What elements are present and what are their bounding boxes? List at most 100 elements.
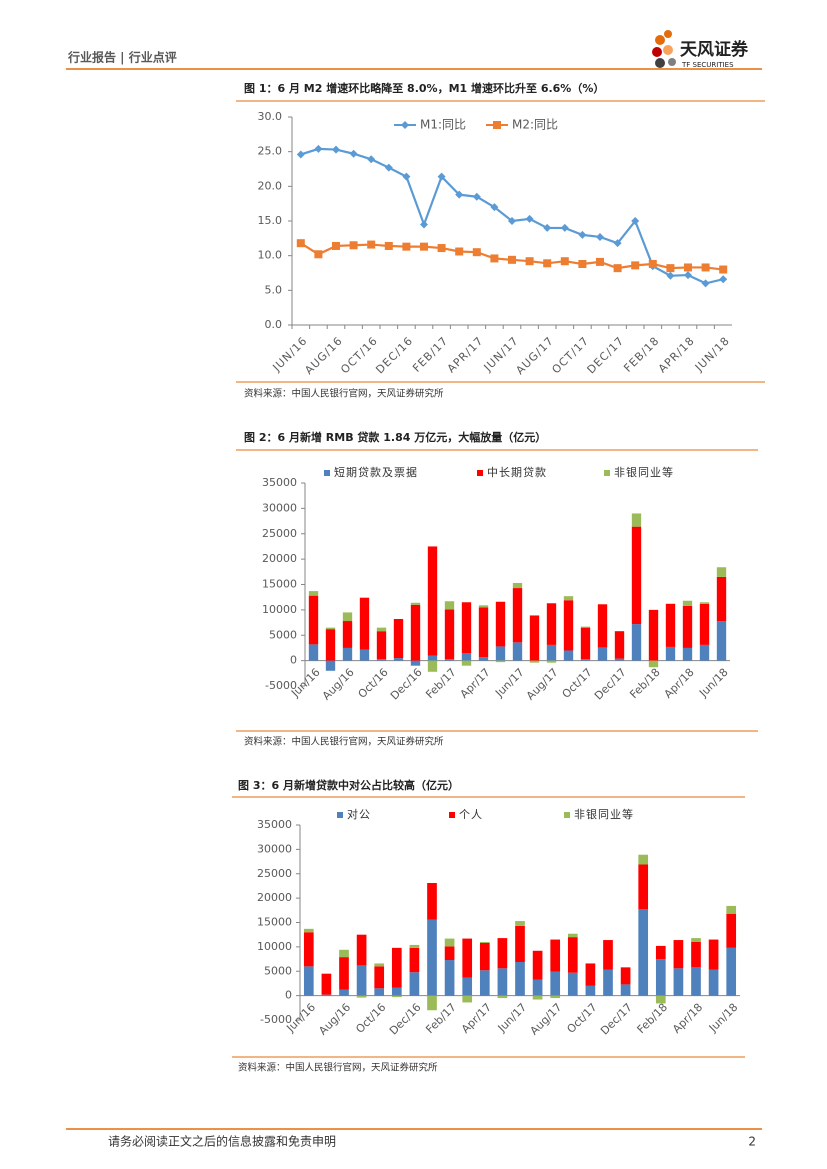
legend-swatch	[337, 812, 343, 818]
point	[437, 172, 446, 181]
header-section: 行业报告 | 行业点评	[67, 50, 177, 65]
bar-segment	[303, 932, 314, 967]
bar-segment	[515, 961, 525, 996]
bar-segment	[585, 985, 596, 996]
x-tick-label: Oct/16	[353, 1001, 388, 1036]
bar-segment	[638, 864, 649, 910]
bar-segment	[427, 546, 438, 656]
bar-segment	[550, 971, 561, 996]
bar-segment	[342, 647, 353, 661]
x-tick-label: FEB/17	[410, 334, 451, 375]
point	[367, 155, 376, 164]
bar-segment	[444, 609, 455, 660]
y-tick-label: 20000	[262, 552, 297, 565]
bar-segment	[308, 644, 319, 661]
y-tick-label: 35000	[262, 476, 297, 489]
bar-segment	[532, 995, 543, 1000]
bar-segment	[515, 925, 525, 962]
point	[596, 232, 604, 241]
x-tick-label: Jun/18	[706, 1001, 741, 1036]
point	[701, 263, 710, 272]
bar-segment	[479, 970, 490, 996]
bar-segment	[673, 968, 684, 996]
bar-segment	[325, 627, 336, 630]
bar-segment	[497, 938, 508, 969]
bar-segment	[512, 642, 523, 661]
bar-segment	[631, 624, 642, 661]
y-tick-label: 5000	[264, 964, 292, 977]
figure-source: 资料来源：中国人民银行官网，天风证券研究所	[238, 1062, 438, 1074]
x-tick-label: Dec/16	[388, 666, 425, 703]
bar-segment	[682, 647, 693, 661]
point	[666, 264, 675, 273]
bar-segment	[691, 938, 701, 942]
bar-segment	[461, 602, 472, 654]
bar-segment	[356, 965, 367, 996]
legend-label: 非银同业等	[614, 465, 674, 479]
x-tick-label: Aug/17	[524, 666, 561, 703]
bar-segment	[303, 928, 314, 933]
y-tick-label: -5000	[265, 679, 297, 692]
bar-segment	[580, 659, 591, 661]
y-tick-label: 30000	[257, 842, 292, 855]
bar-segment	[461, 653, 472, 661]
bar-segment	[410, 602, 421, 605]
bar-segment	[708, 939, 719, 970]
bar-segment	[495, 660, 506, 663]
bar-segment	[567, 937, 578, 973]
point	[332, 241, 340, 250]
bar-segment	[444, 946, 455, 961]
bar-segment	[495, 601, 506, 647]
bar-segment	[532, 950, 543, 980]
y-tick-label: 10000	[262, 603, 297, 616]
bar-segment	[444, 938, 455, 947]
x-tick-label: Aug/17	[528, 1001, 565, 1038]
bar-segment	[699, 603, 710, 645]
bar-segment	[567, 972, 578, 996]
x-tick-label: AUG/16	[302, 334, 345, 377]
bar-segment	[356, 995, 367, 998]
bar-segment	[682, 600, 693, 606]
point	[402, 242, 411, 251]
point	[578, 230, 587, 239]
point	[314, 250, 323, 259]
bar-segment	[515, 921, 525, 926]
bar-segment	[427, 919, 437, 996]
bar-segment	[699, 602, 710, 604]
bar-segment	[563, 600, 574, 651]
bar-segment	[478, 605, 489, 608]
y-tick-label: 15000	[257, 916, 292, 929]
bar-segment	[726, 913, 737, 948]
x-tick-label: Jun/17	[495, 1001, 530, 1036]
x-tick-label: AUG/17	[513, 334, 556, 377]
bar-segment	[374, 966, 385, 989]
y-tick-label: 20000	[257, 891, 292, 904]
point	[472, 248, 481, 257]
point	[420, 242, 428, 251]
bar-segment	[708, 969, 719, 996]
bar-segment	[655, 959, 666, 996]
y-tick-label: 0	[290, 654, 297, 667]
point	[719, 265, 728, 274]
bar-segment	[638, 854, 649, 865]
bar-segment	[546, 603, 557, 645]
legend-label: 对公	[347, 807, 371, 821]
bar-segment	[726, 947, 737, 996]
y-tick-label: 15000	[262, 578, 297, 591]
legend-label: 短期贷款及票据	[334, 465, 418, 479]
bar-segment	[321, 973, 332, 995]
bar-segment	[655, 945, 666, 960]
bar-segment	[410, 604, 421, 661]
bar-segment	[374, 988, 385, 996]
bar-segment	[631, 526, 642, 625]
bar-segment	[479, 942, 490, 971]
x-tick-label: Dec/17	[598, 1001, 635, 1038]
bar-segment	[585, 963, 596, 986]
legend-label: 中长期贷款	[487, 465, 547, 479]
bar-segment	[410, 660, 421, 666]
bar-segment	[699, 644, 710, 661]
x-tick-label: DEC/16	[373, 334, 415, 376]
legend-label: 个人	[459, 808, 483, 821]
